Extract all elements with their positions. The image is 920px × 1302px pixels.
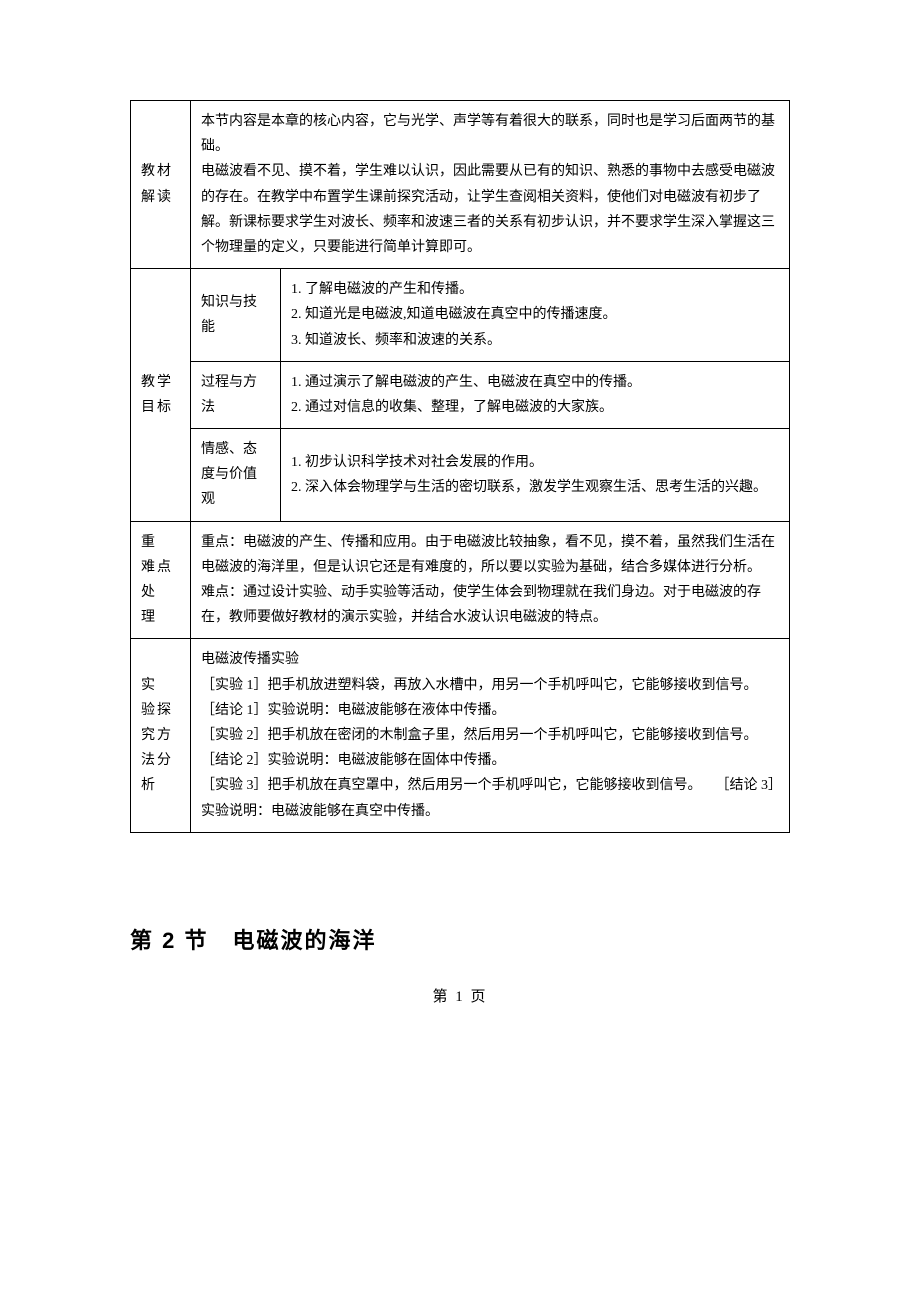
table-row-material-interpretation: 教材解读 本节内容是本章的核心内容，它与光学、声学等有着很大的联系，同时也是学习… (131, 101, 790, 269)
content-knowledge: 1. 了解电磁波的产生和传播。2. 知道光是电磁波,知道电磁波在真空中的传播速度… (281, 269, 790, 362)
sub-label-text: 情感、态度与价值观 (201, 442, 257, 507)
page-number-text: 第 1 页 (432, 989, 487, 1005)
label-text: 教学目标 (141, 375, 173, 415)
content-material: 本节内容是本章的核心内容，它与光学、声学等有着很大的联系，同时也是学习后面两节的… (191, 101, 790, 269)
sub-label-emotion: 情感、态度与价值观 (191, 429, 281, 522)
lesson-plan-table: 教材解读 本节内容是本章的核心内容，它与光学、声学等有着很大的联系，同时也是学习… (130, 100, 790, 833)
content-text: 1. 了解电磁波的产生和传播。2. 知道光是电磁波,知道电磁波在真空中的传播速度… (291, 282, 617, 347)
content-text: 电磁波传播实验［实验 1］把手机放进塑料袋，再放入水槽中，用另一个手机呼叫它，它… (201, 652, 775, 818)
content-text: 1. 通过演示了解电磁波的产生、电磁波在真空中的传播。2. 通过对信息的收集、整… (291, 375, 641, 415)
content-key-difficult: 重点：电磁波的产生、传播和应用。由于电磁波比较抽象，看不见，摸不着，虽然我们生活… (191, 521, 790, 639)
sub-label-text: 过程与方法 (201, 375, 257, 415)
content-emotion: 1. 初步认识科学技术对社会发展的作用。2. 深入体会物理学与生活的密切联系，激… (281, 429, 790, 522)
page-number: 第 1 页 (130, 985, 790, 1006)
sub-label-process: 过程与方法 (191, 361, 281, 428)
content-text: 1. 初步认识科学技术对社会发展的作用。2. 深入体会物理学与生活的密切联系，激… (291, 455, 767, 495)
table-row-objectives-knowledge: 教学目标 知识与技能 1. 了解电磁波的产生和传播。2. 知道光是电磁波,知道电… (131, 269, 790, 362)
table-row-objectives-emotion: 情感、态度与价值观 1. 初步认识科学技术对社会发展的作用。2. 深入体会物理学… (131, 429, 790, 522)
content-experiment: 电磁波传播实验［实验 1］把手机放进塑料袋，再放入水槽中，用另一个手机呼叫它，它… (191, 639, 790, 832)
row-label-key-difficult: 重 难点处 理 (131, 521, 191, 639)
section-title-text: 第 2 节 电磁波的海洋 (130, 928, 376, 953)
table-row-objectives-process: 过程与方法 1. 通过演示了解电磁波的产生、电磁波在真空中的传播。2. 通过对信… (131, 361, 790, 428)
row-label-material: 教材解读 (131, 101, 191, 269)
table-row-experiment: 实 验探 究方 法分 析 电磁波传播实验［实验 1］把手机放进塑料袋，再放入水槽… (131, 639, 790, 832)
sub-label-knowledge: 知识与技能 (191, 269, 281, 362)
table-row-key-difficult: 重 难点处 理 重点：电磁波的产生、传播和应用。由于电磁波比较抽象，看不见，摸不… (131, 521, 790, 639)
sub-label-text: 知识与技能 (201, 295, 257, 335)
row-label-objectives: 教学目标 (131, 269, 191, 522)
section-title: 第 2 节 电磁波的海洋 (130, 923, 790, 955)
row-label-experiment: 实 验探 究方 法分 析 (131, 639, 191, 832)
content-process: 1. 通过演示了解电磁波的产生、电磁波在真空中的传播。2. 通过对信息的收集、整… (281, 361, 790, 428)
label-text: 教材解读 (141, 164, 173, 204)
label-text: 重 难点处 理 (141, 530, 180, 631)
label-text: 实 验探 究方 法分 析 (141, 673, 180, 799)
content-text: 重点：电磁波的产生、传播和应用。由于电磁波比较抽象，看不见，摸不着，虽然我们生活… (201, 535, 775, 626)
content-text: 本节内容是本章的核心内容，它与光学、声学等有着很大的联系，同时也是学习后面两节的… (201, 114, 775, 255)
